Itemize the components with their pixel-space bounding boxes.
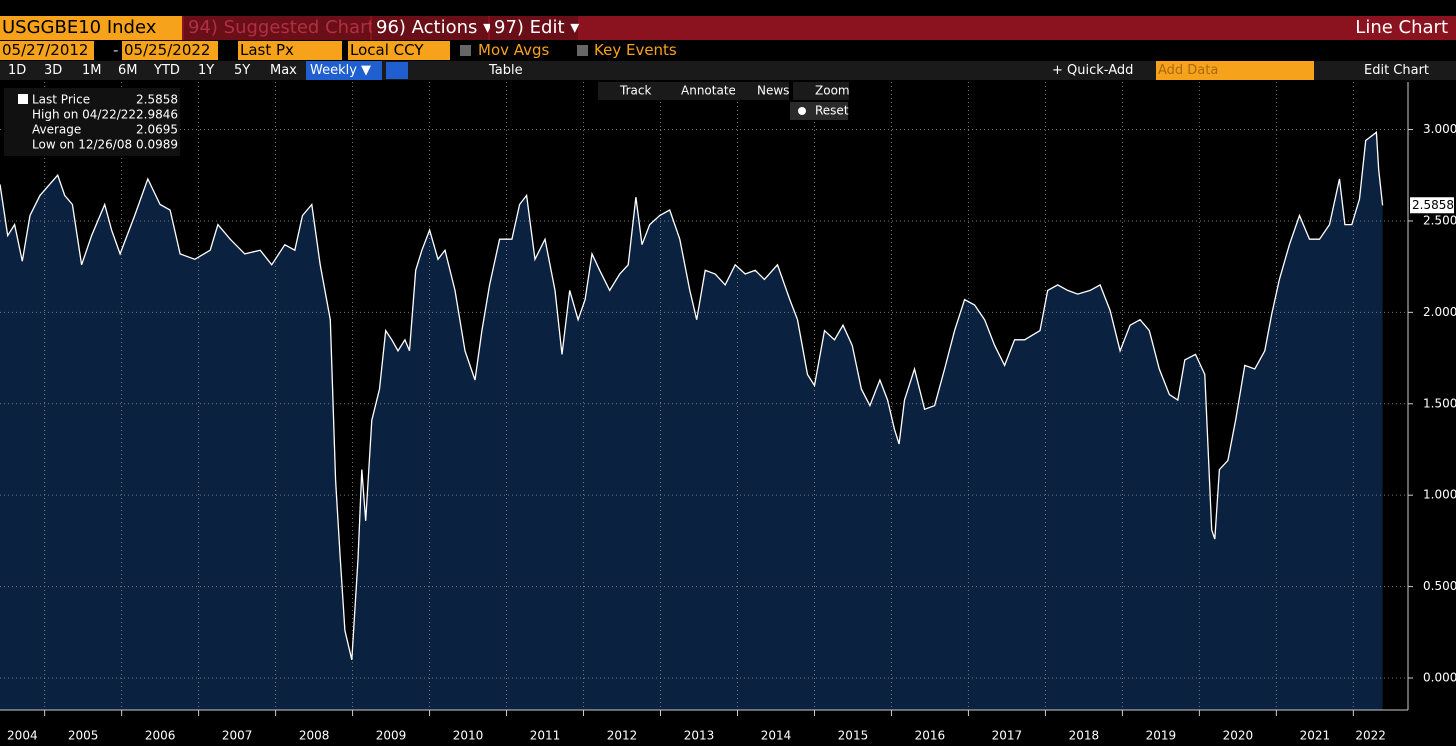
x-tick-label: 2010: [453, 729, 484, 743]
x-tick-label: 2006: [145, 729, 176, 743]
date-sep: -: [113, 41, 119, 59]
tool: News: [757, 84, 789, 98]
actions[interactable]: 96) Actions ▾: [372, 16, 492, 40]
tool-bg: [598, 82, 660, 100]
x-tick-label: 2014: [761, 729, 792, 743]
table[interactable]: Table: [489, 63, 523, 78]
x-tick-label: 2012: [607, 729, 638, 743]
tool: Zoom: [815, 84, 850, 98]
x-tick-label: 2020: [1223, 729, 1254, 743]
line-icon[interactable]: [386, 62, 408, 79]
period[interactable]: YTD: [154, 63, 180, 78]
x-tick-label: 2013: [684, 729, 715, 743]
period[interactable]: 3D: [44, 63, 63, 78]
ticker[interactable]: USGGBE10 Index: [0, 16, 182, 40]
reset: Reset: [815, 104, 849, 118]
chart-kind: Line Chart: [1355, 17, 1448, 38]
start-date[interactable]: 05/27/2012: [0, 41, 94, 60]
line: [0, 131, 1384, 661]
date-bar: 05/27/2012 - 05/25/2022 Last Px Local CC…: [0, 41, 1456, 60]
end-date[interactable]: 05/25/2022: [122, 41, 218, 60]
quick-add[interactable]: + Quick-Add: [1052, 63, 1134, 78]
field[interactable]: Last Px: [238, 41, 342, 60]
checkbox[interactable]: [460, 45, 471, 56]
x-tick-label: 2015: [838, 729, 869, 743]
key-events[interactable]: Key Events: [594, 41, 677, 59]
reset-bg: [790, 102, 848, 120]
area: [0, 132, 1383, 711]
reset-icon: [798, 107, 806, 115]
legend-name: Last Price: [32, 93, 90, 107]
frequency[interactable]: Weekly ▼: [306, 61, 382, 80]
tool-bg: [735, 82, 789, 100]
period[interactable]: 1M: [82, 63, 102, 78]
x-tick-label: 2007: [222, 729, 253, 743]
x-tick-label: 2019: [1146, 729, 1177, 743]
x-tick-label: 2016: [915, 729, 946, 743]
edit[interactable]: 97) Edit ▾: [490, 16, 579, 40]
legend-stat-value: 0.0989: [136, 138, 178, 152]
last-price-box: [1410, 197, 1454, 214]
tool-bg: [793, 82, 849, 100]
period-bar: Weekly ▼ Table + Quick-Add Add Data Edit…: [0, 61, 1456, 80]
legend-stat-value: 2.9846: [136, 108, 178, 122]
legend-swatch: [18, 94, 28, 104]
legend-stat-label: Low on 12/26/08: [32, 138, 132, 152]
legend-stat-label: High on 04/22/22: [32, 108, 136, 122]
period[interactable]: 5Y: [234, 63, 251, 78]
x-tick-label: 2004: [7, 729, 38, 743]
y-tick-label: 0.5000: [1423, 579, 1456, 593]
x-tick-label: 2021: [1300, 729, 1331, 743]
period[interactable]: 6M: [118, 63, 138, 78]
x-tick-label: 2018: [1069, 729, 1100, 743]
legend-value: 2.5858: [136, 93, 178, 107]
legend-box: [4, 88, 180, 156]
x-tick-label: 2005: [68, 729, 99, 743]
x-tick-label: 2011: [530, 729, 561, 743]
add-data[interactable]: Add Data: [1156, 61, 1314, 80]
legend-stat-label: Average: [32, 123, 81, 137]
y-tick-label: 1.5000: [1423, 396, 1456, 410]
edit-chart[interactable]: Edit Chart: [1364, 63, 1430, 78]
last-price-label: 2.5858: [1412, 198, 1454, 212]
period[interactable]: 1Y: [198, 63, 215, 78]
period[interactable]: Max: [270, 63, 297, 78]
legend-stat-value: 2.0695: [136, 123, 178, 137]
tool: Track: [619, 84, 651, 98]
x-tick-label: 2022: [1355, 729, 1386, 743]
suggested-charts[interactable]: 94) Suggested Charts: [184, 16, 384, 40]
tool-bg: [659, 82, 735, 100]
currency[interactable]: Local CCY: [348, 41, 450, 60]
x-tick-label: 2017: [992, 729, 1023, 743]
tool: Annotate: [681, 84, 736, 98]
period[interactable]: 1D: [8, 63, 27, 78]
title-bar: USGGBE10 Index 94) Suggested Charts 96) …: [0, 16, 1456, 40]
mov-avgs[interactable]: Mov Avgs: [478, 41, 550, 59]
checkbox[interactable]: [577, 45, 588, 56]
plot-bg: [0, 82, 1408, 710]
x-tick-label: 2008: [299, 729, 330, 743]
x-tick-label: 2009: [376, 729, 407, 743]
y-tick-label: 2.5000: [1423, 213, 1456, 227]
